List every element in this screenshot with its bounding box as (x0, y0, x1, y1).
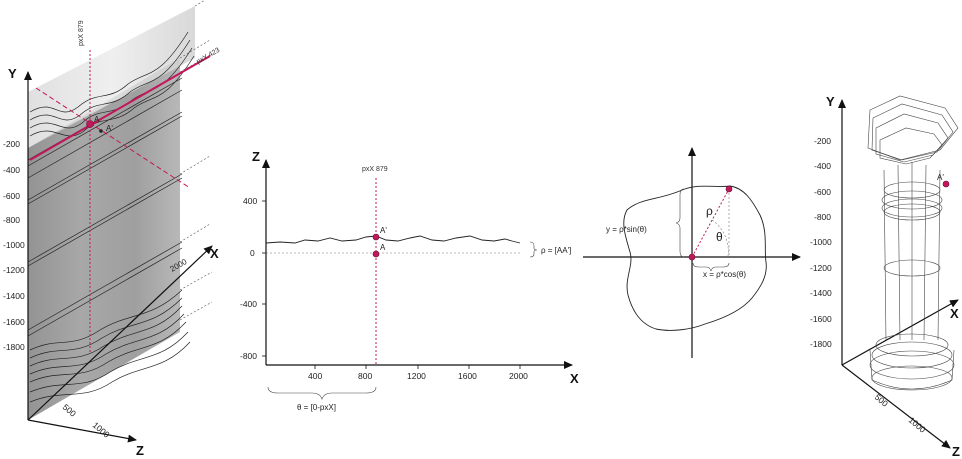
point-a-prime4 (942, 180, 950, 188)
x-ticks2: 400 800 1200 1600 2000 (308, 365, 528, 381)
y-tick: -400 (240, 299, 257, 309)
profile-curve (265, 235, 521, 244)
x-tick: 400 (308, 371, 322, 381)
point-a2-label: A (380, 243, 386, 252)
axis-x4-label: X (950, 306, 959, 321)
y-tick: -800 (814, 212, 831, 222)
x-tick: 2000 (509, 371, 528, 381)
point-a2 (372, 250, 380, 258)
y-tick: -1800 (810, 339, 832, 349)
point-a-label: A (94, 115, 100, 124)
z-tick: 500 (61, 402, 79, 419)
y-tick: -1800 (3, 342, 25, 352)
theta-label: θ = [0-pxX] (297, 403, 336, 412)
point-a-prime2-label: A' (380, 226, 387, 235)
surface-contours (27, 31, 195, 403)
y-tick: -600 (3, 191, 20, 201)
y-tick: -1600 (3, 317, 25, 327)
x-tick: 1200 (407, 371, 426, 381)
axis-x (27, 245, 213, 421)
y-tick: -1000 (3, 240, 25, 250)
pxx-label2: pxX 879 (362, 166, 388, 173)
axis-x-label: X (210, 246, 219, 261)
rho-label: ρ = [AA'] (541, 246, 571, 255)
y-tick: -1200 (810, 263, 832, 273)
y-tick: -800 (240, 351, 257, 361)
y-tick: -800 (3, 215, 20, 225)
y-ticks4: -200 -400 -600 -800 -1000 -1200 -1400 -1… (810, 136, 832, 349)
y-ticks: -200 -400 -600 -800 -1000 -1200 -1400 -1… (3, 139, 25, 352)
y-tick: -1600 (810, 314, 832, 324)
point-a-prime (99, 129, 103, 133)
panel-3d-surface: Y X Z -200 -400 -600 -800 -1000 -1200 -1… (3, 0, 221, 458)
polar-origin (688, 253, 696, 261)
y-tick: -600 (814, 187, 831, 197)
axis-x2-label: X (570, 371, 579, 386)
y-ticks2: 400 0 -400 -800 (240, 196, 266, 361)
panel-3d-reconstruction: Y X Z -200 -400 -600 -800 -1000 -1200 -1… (810, 94, 960, 459)
axis-y4-label: Y (826, 94, 835, 109)
panel-2d-profile: Z X 400 0 -400 -800 400 800 1200 1600 20… (240, 149, 579, 412)
z-tick: 1000 (907, 415, 928, 435)
y-tick: -1400 (810, 288, 832, 298)
x-formula: x = ρ*cos(θ) (703, 270, 746, 279)
y-tick: 400 (243, 196, 257, 206)
z-tick: 1000 (91, 420, 112, 440)
x-tick: 800 (358, 371, 372, 381)
pxy-label: pxY 423 (196, 47, 222, 66)
surface-body (28, 58, 180, 420)
y-tick: -200 (814, 136, 831, 146)
y-brace (675, 188, 685, 258)
y-tick: -400 (814, 161, 831, 171)
theta-symbol: θ (716, 230, 723, 244)
rho-symbol: ρ (706, 204, 713, 218)
theta-brace (267, 386, 377, 400)
polar-point (725, 185, 733, 193)
pxy-line (29, 55, 211, 161)
y-tick: 0 (250, 248, 255, 258)
axis-z4-label: Z (952, 444, 960, 459)
x-brace (692, 262, 730, 272)
pxy-cross-line (35, 87, 191, 189)
y-formula: y = ρ*sin(θ) (606, 225, 647, 234)
point-a-prime-label: A' (106, 124, 113, 133)
point-a-prime4-label: A' (937, 173, 944, 182)
rho-brace (529, 241, 538, 258)
pxx-label: pxX 879 (78, 20, 85, 46)
axis-z4 (841, 364, 951, 449)
y-tick: -1000 (810, 237, 832, 247)
cross-section (623, 185, 767, 331)
axis-z-label: Z (136, 443, 144, 458)
z-tick: 500 (873, 392, 891, 409)
column-wireframe (867, 95, 959, 391)
axis-z (27, 419, 137, 443)
surface-top-band (28, 6, 195, 148)
y-tick: -1200 (3, 265, 25, 275)
axis-z2-label: Z (252, 149, 260, 164)
y-tick: -200 (3, 139, 20, 149)
surface-guides (179, 0, 213, 321)
axis-y-label: Y (8, 66, 17, 81)
y-tick: -400 (3, 165, 20, 175)
y-tick: -1400 (3, 291, 25, 301)
rho-line (691, 188, 730, 258)
x-tick: 1600 (458, 371, 477, 381)
theta-arc (711, 219, 729, 257)
point-a (86, 120, 94, 128)
panel-polar: ρ θ y = ρ*sin(θ) x = ρ*cos(θ) (583, 147, 801, 358)
point-a-prime2 (372, 233, 380, 241)
